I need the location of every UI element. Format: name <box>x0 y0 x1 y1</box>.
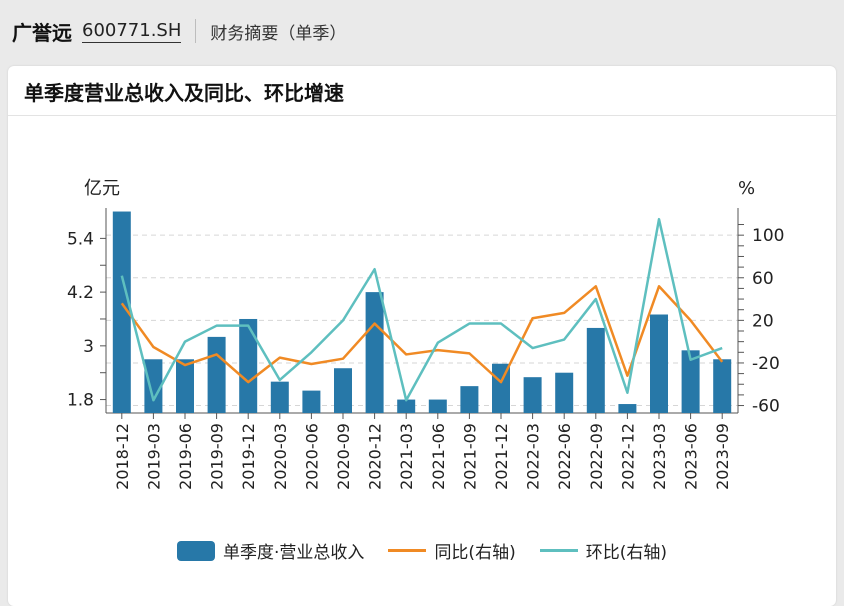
bar <box>428 399 447 413</box>
bar <box>176 359 194 413</box>
bar <box>681 350 700 413</box>
bar <box>112 211 131 413</box>
bar <box>397 399 416 413</box>
x-tick-label: 2021-03 <box>397 423 416 490</box>
bar <box>334 368 352 413</box>
header: 广誉远 600771.SH 财务摘要（单季） <box>0 0 844 62</box>
stock-code-link[interactable]: 600771.SH <box>82 19 182 43</box>
legend-label-yoy: 同比(右轴) <box>434 543 516 563</box>
bar <box>586 327 605 413</box>
header-divider <box>195 19 197 43</box>
bar <box>460 386 479 413</box>
bar <box>523 377 542 413</box>
left-tick-label: 4.2 <box>67 283 94 303</box>
legend-swatch-qoq <box>539 549 578 552</box>
chart-card: 单季度营业总收入及同比、环比增速 1.8 3 4.2 5.4 -60 -20 20 60 100… <box>8 66 836 606</box>
legend-item-revenue[interactable]: 单季度·营业总收入 <box>177 538 364 563</box>
x-tick-label: 2018-12 <box>113 423 132 490</box>
x-tick-label: 2020-12 <box>366 423 385 490</box>
x-tick-label: 2022-09 <box>587 423 606 490</box>
x-tick-label: 2020-06 <box>302 423 321 490</box>
right-tick-label: -20 <box>752 354 780 374</box>
legend: 单季度·营业总收入 同比(右轴) 环比(右轴) <box>8 538 836 563</box>
legend-swatch-yoy <box>388 549 427 552</box>
bar <box>365 292 384 413</box>
bar <box>144 359 163 413</box>
left-axis-unit: 亿元 <box>84 178 120 199</box>
bar <box>492 363 510 413</box>
x-tick-label: 2023-06 <box>682 423 701 490</box>
legend-label-qoq: 环比(右轴) <box>585 543 667 563</box>
legend-label-revenue: 单季度·营业总收入 <box>223 543 365 563</box>
qoq-line <box>120 217 723 402</box>
x-tick-label: 2022-03 <box>524 423 543 490</box>
left-tick-label: 5.4 <box>67 229 94 249</box>
bar <box>618 404 637 413</box>
yoy-line <box>120 285 724 384</box>
right-tick-label: 20 <box>752 311 774 331</box>
chart-svg: 1.8 3 4.2 5.4 -60 -20 20 60 100 亿元 % 2018-12 2019-03… <box>67 178 785 490</box>
bar <box>270 381 289 413</box>
right-axis-unit: % <box>738 178 755 199</box>
bar <box>207 336 226 413</box>
x-tick-label: 2022-06 <box>555 423 574 490</box>
x-tick-label: 2019-03 <box>144 423 163 490</box>
x-tick-label: 2019-12 <box>239 423 258 490</box>
bar <box>302 390 321 413</box>
right-tick-label: 60 <box>752 269 774 289</box>
chart-title: 单季度营业总收入及同比、环比增速 <box>24 81 344 105</box>
left-tick-label: 3 <box>83 337 94 357</box>
x-tick-label: 2019-09 <box>208 423 227 490</box>
x-tick-label: 2021-06 <box>429 423 448 490</box>
x-tick-label: 2023-03 <box>650 423 669 490</box>
x-tick-label: 2019-06 <box>176 423 195 490</box>
x-tick-label: 2021-09 <box>460 423 479 490</box>
company-name: 广誉远 <box>12 20 72 45</box>
x-tick-label: 2023-09 <box>713 423 732 490</box>
x-tick-label: 2020-03 <box>271 423 290 490</box>
x-tick-label: 2022-12 <box>618 423 637 490</box>
legend-item-yoy[interactable]: 同比(右轴) <box>388 538 516 563</box>
left-tick-label: 1.8 <box>67 391 94 411</box>
bar <box>650 314 668 413</box>
bar <box>555 372 574 413</box>
section-label: 财务摘要（单季） <box>210 23 347 44</box>
card-divider <box>8 115 836 116</box>
x-tick-label: 2021-12 <box>492 423 511 490</box>
legend-item-qoq[interactable]: 环比(右轴) <box>539 538 667 563</box>
bar <box>239 318 258 413</box>
right-tick-label: 100 <box>752 226 784 246</box>
bar <box>713 359 732 413</box>
legend-swatch-revenue <box>177 540 216 561</box>
right-tick-label: -60 <box>752 397 780 417</box>
x-tick-label: 2020-09 <box>334 423 353 490</box>
